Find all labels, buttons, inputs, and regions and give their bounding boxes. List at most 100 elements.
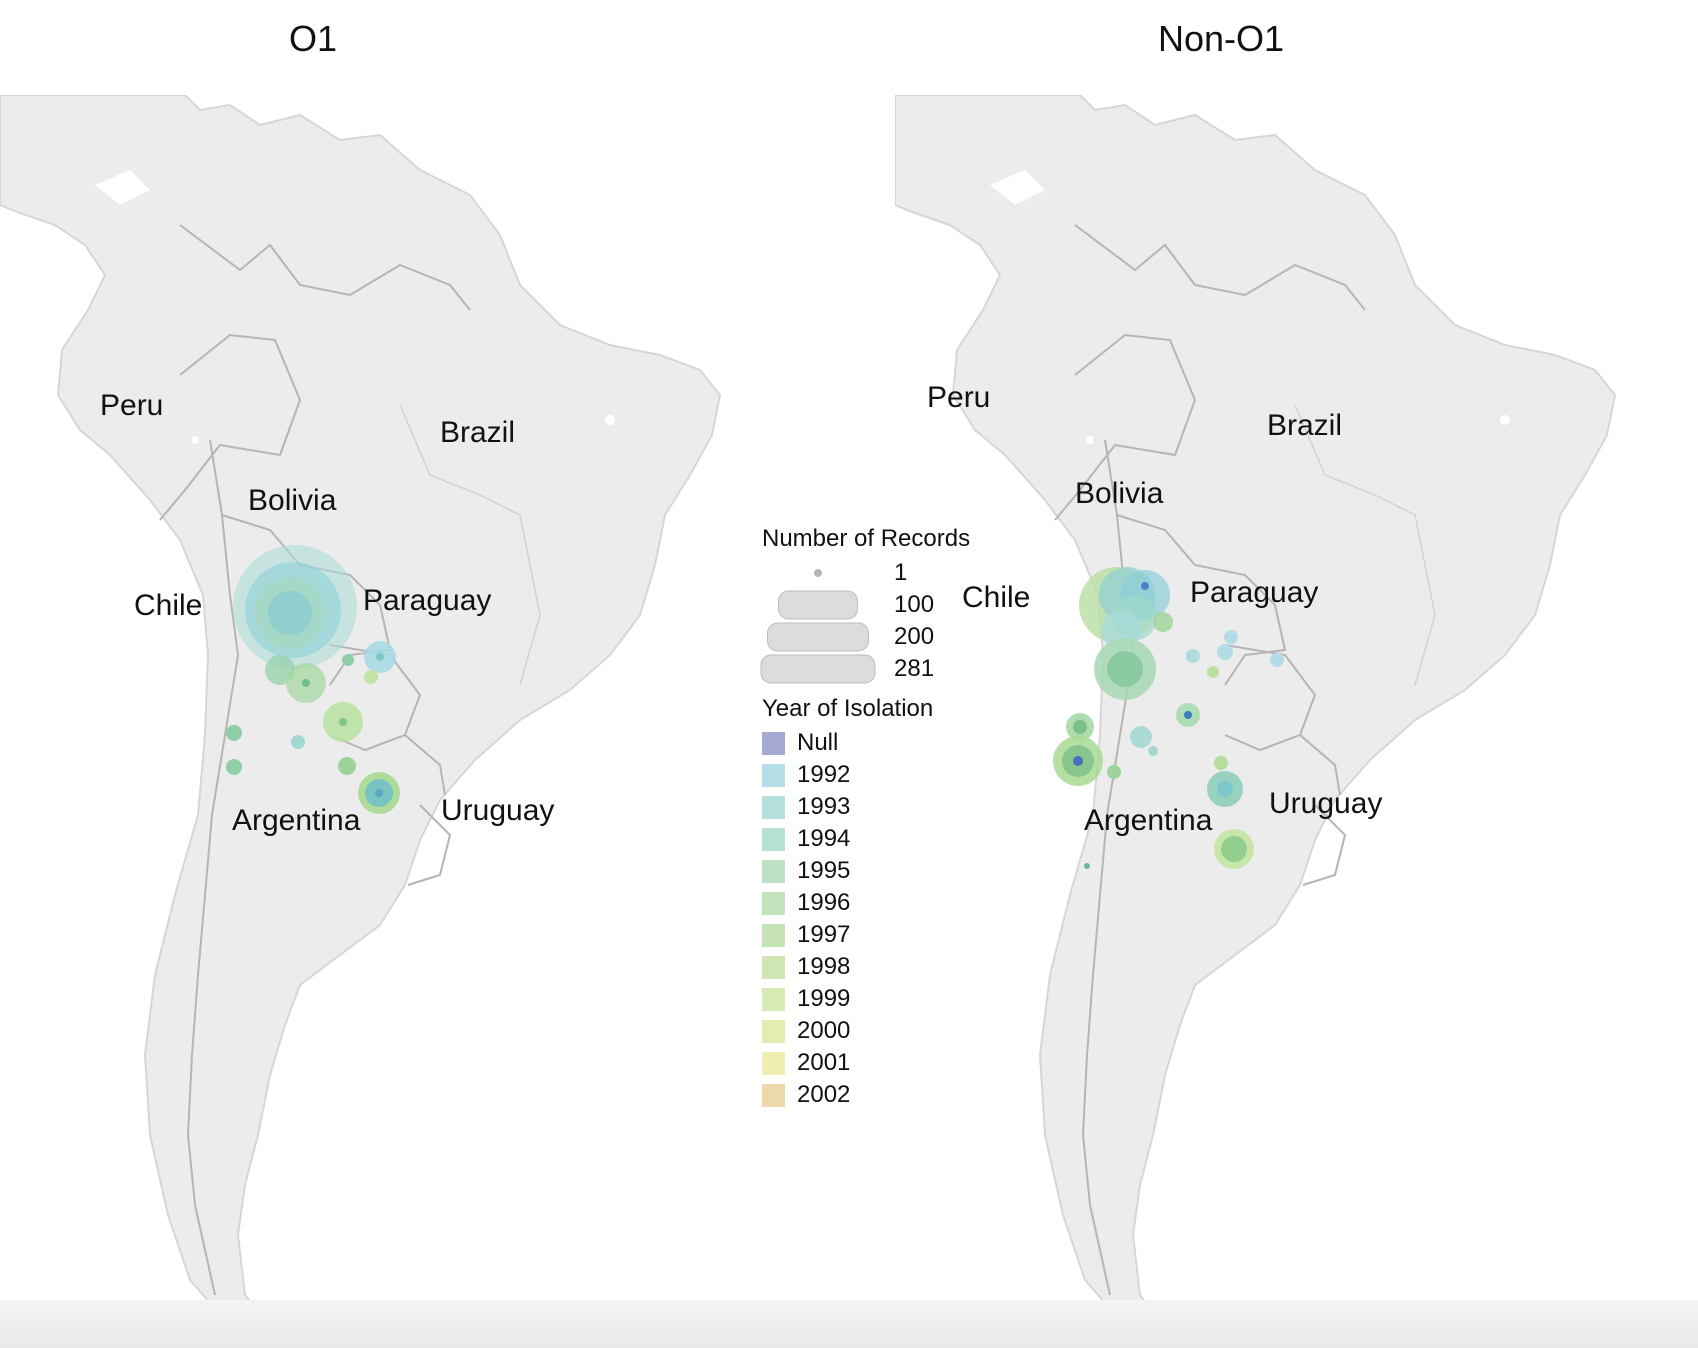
year-legend-item: 1995 xyxy=(760,855,1020,887)
label-peru: Peru xyxy=(927,381,990,414)
year-color-swatch xyxy=(762,1051,785,1075)
south-america-land xyxy=(0,95,722,1329)
border-argentina-brazil xyxy=(1299,734,1341,796)
year-color-swatch xyxy=(762,955,785,979)
size-legend-swatch xyxy=(814,569,822,577)
records-bubble xyxy=(376,653,384,661)
year-legend-item: 2002 xyxy=(760,1079,1020,1111)
year-legend-item: 1998 xyxy=(760,951,1020,983)
records-bubble xyxy=(1217,781,1233,797)
isolate-circles[interactable] xyxy=(1053,567,1284,869)
border-peru-brazil xyxy=(1054,333,1197,521)
map-o1[interactable]: Peru Brazil Bolivia Chile Paraguay Argen… xyxy=(0,95,800,1335)
records-bubble xyxy=(1073,720,1087,734)
year-label: 1993 xyxy=(797,793,851,820)
legend: Number of Records 1 100 200 281 Year of Iso… xyxy=(760,525,1020,1111)
year-label: 2001 xyxy=(797,1049,851,1076)
year-label: Null xyxy=(797,729,839,756)
records-bubble xyxy=(291,735,305,749)
panel-title-o1: O1 xyxy=(288,18,338,59)
records-bubble xyxy=(342,654,354,666)
year-label: 1997 xyxy=(797,921,851,948)
year-label: 1996 xyxy=(797,889,851,916)
label-peru: Peru xyxy=(100,389,163,422)
border-uruguay xyxy=(1302,804,1347,886)
size-legend-mark xyxy=(767,622,869,652)
year-label: 1999 xyxy=(797,985,851,1012)
year-label: 1992 xyxy=(797,761,851,788)
year-label: 1994 xyxy=(797,825,851,852)
year-label: 2002 xyxy=(797,1081,851,1108)
year-color-swatch xyxy=(762,923,785,947)
year-color-swatch xyxy=(762,987,785,1011)
label-argentina: Argentina xyxy=(232,804,361,837)
records-bubble xyxy=(1270,653,1284,667)
year-legend-item: 1993 xyxy=(760,791,1020,823)
label-chile: Chile xyxy=(134,589,202,622)
records-bubble xyxy=(1084,863,1090,869)
records-bubble xyxy=(1107,651,1143,687)
size-legend-label: 100 xyxy=(894,591,935,618)
size-legend-title: Number of Records xyxy=(762,525,971,552)
size-legend-swatch xyxy=(778,590,858,620)
size-legend-label: 281 xyxy=(894,655,935,682)
year-legend-item: 1997 xyxy=(760,919,1020,951)
records-bubble xyxy=(1186,649,1200,663)
border-argentina-brazil xyxy=(404,734,446,796)
records-bubble xyxy=(1224,630,1238,644)
records-bubble xyxy=(1153,612,1173,632)
records-bubble xyxy=(1107,765,1121,779)
records-bubble xyxy=(1141,582,1149,590)
year-legend-item: 1994 xyxy=(760,823,1020,855)
size-legend-item: 1 xyxy=(760,557,1020,589)
coast-inlet xyxy=(990,170,1045,205)
coast-inlet xyxy=(95,170,150,205)
land-mass xyxy=(895,95,1617,1329)
map-non-o1[interactable]: Peru Brazil Bolivia Chile Paraguay Argen… xyxy=(895,95,1695,1335)
border-interior-brazil xyxy=(1294,404,1436,686)
border-north xyxy=(179,224,471,311)
records-bubble xyxy=(339,718,347,726)
country-label-group: Peru Brazil Bolivia Chile Paraguay Argen… xyxy=(100,389,554,837)
size-legend-label: 1 xyxy=(894,559,908,586)
records-bubble xyxy=(338,757,356,775)
border-bolivia xyxy=(221,514,392,686)
label-argentina: Argentina xyxy=(1084,804,1213,837)
label-bolivia: Bolivia xyxy=(1075,477,1164,510)
size-legend: 1 100 200 281 xyxy=(760,557,1020,685)
label-uruguay: Uruguay xyxy=(441,794,554,827)
land-mass xyxy=(0,95,722,1329)
isolate-circles[interactable] xyxy=(226,545,400,814)
records-bubble xyxy=(1130,726,1152,748)
color-legend-title: Year of Isolation xyxy=(762,695,934,722)
label-uruguay: Uruguay xyxy=(1269,787,1382,820)
label-chile: Chile xyxy=(962,581,1030,614)
label-brazil: Brazil xyxy=(1267,409,1342,442)
year-label: 1995 xyxy=(797,857,851,884)
records-bubble xyxy=(1217,644,1233,660)
year-color-swatch xyxy=(762,795,785,819)
size-legend-swatch xyxy=(760,654,876,684)
records-bubble xyxy=(1184,711,1192,719)
lakes xyxy=(191,415,615,444)
year-legend-item: 2000 xyxy=(760,1015,1020,1047)
size-legend-item: 200 xyxy=(760,621,1020,653)
country-label-group: Peru Brazil Bolivia Chile Paraguay Argen… xyxy=(927,381,1382,837)
country-borders xyxy=(159,224,541,1296)
records-bubble xyxy=(268,591,312,635)
records-bubble xyxy=(1148,746,1158,756)
panel-title-non-o1: Non-O1 xyxy=(1157,18,1285,59)
year-legend-item: 1992 xyxy=(760,759,1020,791)
year-color-swatch xyxy=(762,731,785,755)
year-label: 1998 xyxy=(797,953,851,980)
records-bubble xyxy=(302,679,310,687)
south-america-land xyxy=(895,95,1617,1329)
year-color-swatch xyxy=(762,1083,785,1107)
bottom-bar xyxy=(0,1300,1698,1348)
border-peru-brazil xyxy=(159,333,302,521)
year-legend-item: 1996 xyxy=(760,887,1020,919)
size-legend-mark xyxy=(814,569,822,577)
records-bubble xyxy=(1207,666,1219,678)
records-bubble xyxy=(1221,836,1247,862)
year-color-swatch xyxy=(762,1019,785,1043)
